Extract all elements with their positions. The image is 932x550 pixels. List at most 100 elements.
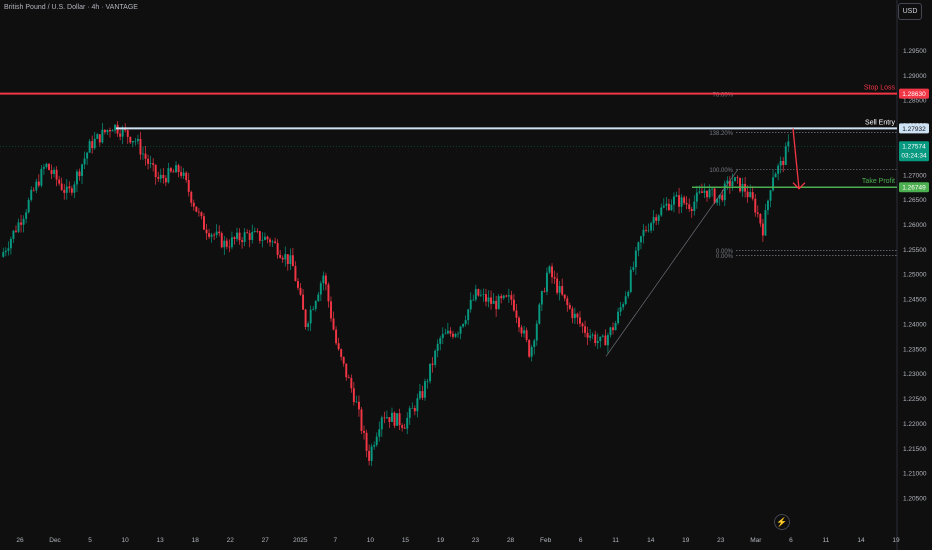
- candle-body: [571, 308, 574, 319]
- candle-body: [586, 332, 589, 338]
- y-tick-label: 1.25500: [903, 247, 927, 254]
- candle-body: [614, 323, 617, 331]
- candle-body: [472, 299, 475, 301]
- candle-body: [645, 229, 647, 231]
- candle-body: [782, 160, 785, 165]
- candle-body: [373, 445, 376, 447]
- candle-body: [223, 240, 226, 248]
- candle-body: [149, 163, 152, 164]
- candle-body: [241, 240, 244, 243]
- price-tag-label: 1.26749: [902, 185, 926, 192]
- candle-body: [37, 181, 40, 186]
- candle-body: [609, 327, 612, 336]
- candle-body: [65, 186, 68, 193]
- fib-trend-line: [605, 169, 739, 357]
- candle-body: [624, 296, 627, 305]
- x-tick-label: 7: [334, 537, 338, 544]
- fib-level-label: 0.00%: [716, 249, 734, 255]
- candle-body: [114, 124, 117, 131]
- candle-body: [721, 194, 724, 201]
- fib-level-label: 78.60%: [713, 93, 734, 99]
- currency-button[interactable]: USD: [898, 3, 922, 20]
- candle-body: [469, 299, 472, 310]
- candle-body: [238, 232, 241, 241]
- candle-body: [159, 174, 162, 179]
- candle-body: [518, 317, 520, 328]
- candle-body: [591, 334, 594, 336]
- candle-body: [307, 323, 310, 328]
- candle-body: [777, 165, 780, 174]
- candle-body: [507, 295, 510, 297]
- candle-body: [538, 304, 541, 324]
- x-tick-label: 6: [579, 537, 583, 544]
- candle-body: [332, 318, 335, 330]
- candle-body: [599, 336, 602, 342]
- candle-body: [352, 388, 355, 403]
- candle-body: [357, 401, 360, 410]
- candle-body: [246, 232, 249, 234]
- candle-body: [144, 153, 147, 159]
- candle-body: [411, 407, 414, 409]
- candle-body: [540, 291, 543, 305]
- x-tick-label: 15: [402, 537, 410, 544]
- candle-body: [690, 209, 693, 211]
- candle-body: [291, 255, 294, 267]
- candle-body: [154, 164, 157, 178]
- candle-body: [612, 327, 614, 331]
- candle-body: [505, 295, 508, 297]
- candle-body: [180, 172, 183, 176]
- candle-body: [383, 417, 386, 419]
- x-tick-label: 13: [157, 537, 165, 544]
- candle-body: [535, 323, 538, 341]
- candle-body: [451, 333, 454, 337]
- candle-body: [109, 129, 111, 132]
- candle-body: [711, 188, 714, 190]
- candle-body: [396, 413, 399, 426]
- candle-body: [543, 291, 546, 292]
- candle-body: [589, 335, 592, 338]
- candle-body: [662, 205, 665, 208]
- candle-body: [215, 231, 218, 235]
- candle-body: [347, 377, 350, 379]
- candle-body: [462, 323, 465, 327]
- candle-body: [388, 417, 391, 422]
- candle-body: [182, 172, 185, 176]
- candle-body: [286, 254, 289, 264]
- y-tick-label: 1.26000: [903, 222, 927, 229]
- candle-body: [12, 230, 15, 239]
- candle-body: [230, 237, 233, 248]
- x-tick-label: 28: [507, 537, 515, 544]
- candle-body: [444, 333, 447, 335]
- candle-body: [561, 286, 564, 295]
- candle-body: [703, 190, 706, 193]
- lightning-icon[interactable]: ⚡: [774, 514, 790, 530]
- candle-body: [421, 391, 424, 398]
- candle-body: [754, 198, 757, 213]
- candle-body: [263, 236, 266, 240]
- price-tag-label: 1.27932: [902, 126, 926, 133]
- candle-body: [220, 233, 223, 248]
- candle-body: [568, 304, 571, 309]
- candle-body: [58, 179, 61, 184]
- candle-body: [495, 300, 498, 310]
- candle-body: [139, 138, 142, 155]
- candle-body: [558, 286, 561, 293]
- candle-body: [665, 203, 668, 206]
- candle-body: [774, 173, 777, 178]
- candle-body: [426, 381, 429, 382]
- candle-body: [713, 188, 716, 203]
- candle-body: [403, 427, 406, 429]
- y-tick-label: 1.23000: [903, 371, 927, 378]
- candle-body: [695, 192, 698, 202]
- candle-body: [7, 248, 10, 251]
- x-tick-label: 2025: [293, 537, 308, 544]
- candle-body: [779, 160, 782, 166]
- candle-body: [767, 200, 769, 211]
- candle-body: [408, 408, 411, 418]
- y-tick-label: 1.25000: [903, 272, 927, 279]
- x-tick-label: 26: [16, 537, 24, 544]
- y-tick-label: 1.27000: [903, 172, 927, 179]
- candle-body: [467, 309, 470, 321]
- candle-body: [477, 289, 480, 296]
